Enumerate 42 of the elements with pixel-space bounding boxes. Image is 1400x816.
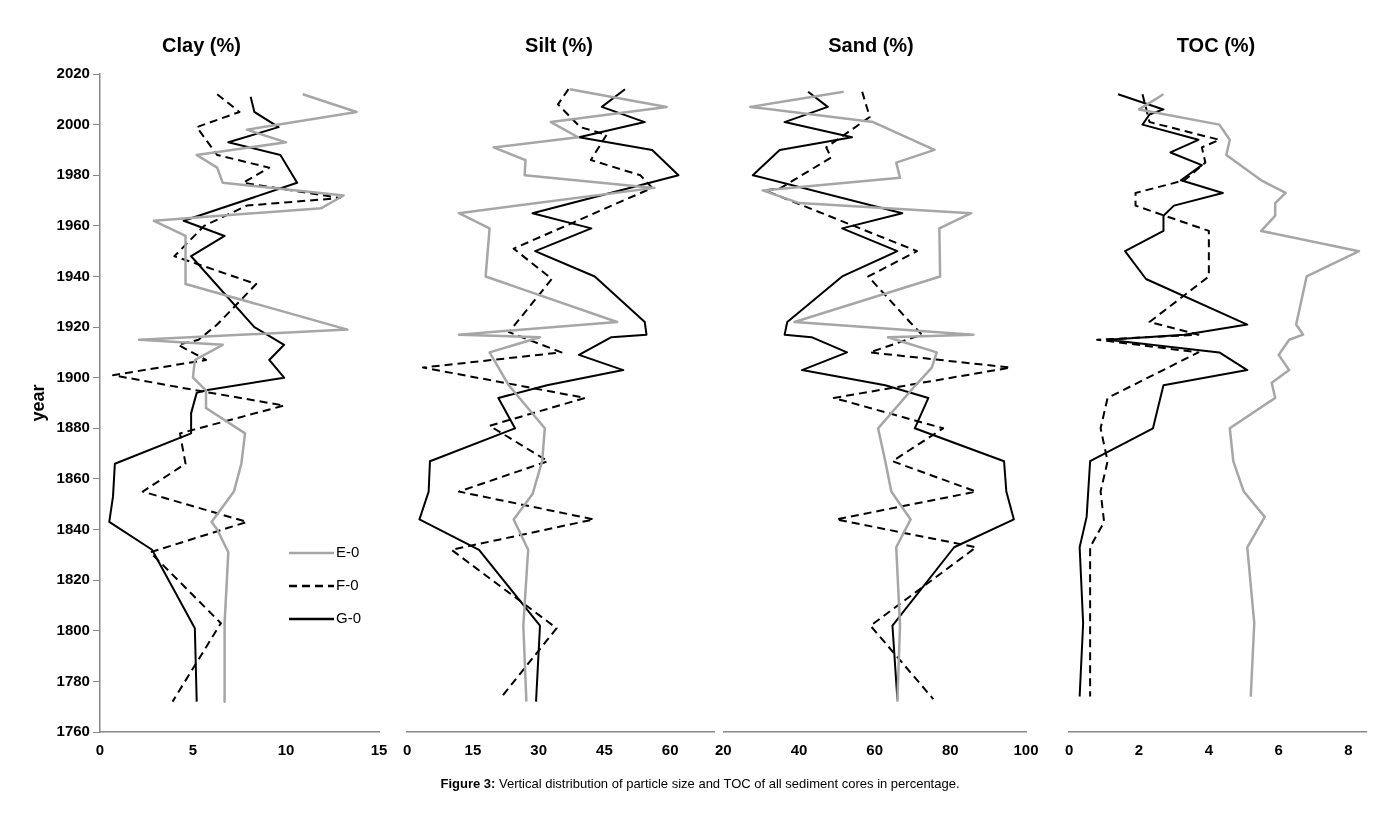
y-tick-label: 1940 bbox=[56, 266, 90, 284]
x-tick-label: 15 bbox=[370, 741, 388, 759]
y-tick-label: 1800 bbox=[56, 620, 90, 638]
y-axis-title: year bbox=[27, 384, 48, 422]
y-tick-label: 1900 bbox=[56, 367, 90, 385]
y-tick-label: 1840 bbox=[56, 519, 90, 537]
x-tick-label: 60 bbox=[661, 741, 679, 759]
x-tick-label: 40 bbox=[790, 741, 808, 759]
x-tick-label: 0 bbox=[1065, 741, 1074, 759]
y-tick-label: 1820 bbox=[56, 570, 90, 588]
x-tick-label: 20 bbox=[715, 741, 732, 759]
x-tick-label: 5 bbox=[188, 741, 198, 759]
y-tick-label: 1980 bbox=[56, 165, 90, 183]
x-tick-label: 100 bbox=[1013, 741, 1039, 759]
y-tick-label: 1880 bbox=[56, 418, 90, 436]
y-tick-label: 1960 bbox=[56, 215, 90, 233]
y-tick-label: 1860 bbox=[56, 469, 90, 487]
x-tick-label: 30 bbox=[530, 741, 548, 759]
y-tick-label: 1760 bbox=[56, 722, 90, 740]
x-tick-label: 0 bbox=[95, 741, 105, 759]
y-tick-label: 1920 bbox=[56, 317, 90, 335]
chart-title: TOC (%) bbox=[1176, 33, 1256, 56]
x-tick-label: 2 bbox=[1134, 741, 1144, 759]
x-tick-label: 15 bbox=[464, 741, 482, 759]
x-tick-label: 8 bbox=[1344, 741, 1353, 759]
legend-label: F-0 bbox=[336, 576, 359, 594]
y-tick-label: 1780 bbox=[56, 671, 90, 689]
chart-title: Silt (%) bbox=[525, 33, 593, 56]
chart-title: Clay (%) bbox=[162, 33, 241, 56]
x-tick-label: 45 bbox=[596, 741, 613, 759]
legend-label: E-0 bbox=[336, 543, 360, 561]
x-tick-label: 10 bbox=[277, 741, 295, 759]
x-tick-label: 6 bbox=[1274, 741, 1283, 759]
x-tick-label: 0 bbox=[403, 741, 412, 759]
y-tick-label: 2000 bbox=[56, 114, 90, 132]
x-tick-label: 80 bbox=[941, 741, 959, 759]
chart-title: Sand (%) bbox=[828, 33, 914, 56]
x-tick-label: 60 bbox=[866, 741, 884, 759]
legend-label: G-0 bbox=[336, 609, 362, 627]
caption: Figure 3: Vertical distribution of particle size and TOC of all sediment cores in percentage. bbox=[439, 776, 961, 791]
y-tick-label: 2020 bbox=[56, 64, 90, 82]
x-tick-label: 4 bbox=[1204, 741, 1214, 759]
